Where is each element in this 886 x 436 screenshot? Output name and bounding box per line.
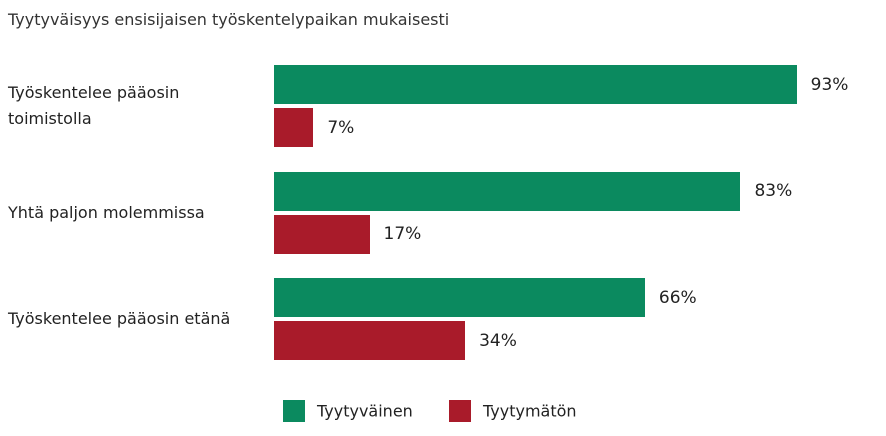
bar — [274, 278, 645, 317]
legend-swatch — [283, 400, 305, 422]
value-label: 66% — [658, 287, 697, 308]
legend-swatch — [449, 400, 471, 422]
value-label: 34% — [479, 330, 517, 351]
bar — [274, 65, 797, 104]
bar — [274, 171, 741, 211]
bar — [274, 321, 466, 360]
category-label: Työskentelee pääosin toimistolla — [8, 83, 180, 128]
legend-label: Tyytymätön — [483, 401, 577, 421]
bar — [274, 214, 370, 254]
value-label: 17% — [383, 224, 422, 244]
chart-title: Tyytyväisyys ensisijaisen työskentelypai… — [8, 10, 450, 29]
category-label: Yhtä paljon molemmissa — [8, 202, 205, 222]
value-label: 7% — [327, 117, 355, 138]
legend-label: Tyytyväinen — [317, 401, 413, 421]
value-label: 83% — [754, 181, 793, 201]
bar — [274, 108, 314, 147]
value-label: 93% — [810, 74, 849, 95]
category-label: Työskentelee pääosin etänä — [8, 309, 231, 328]
